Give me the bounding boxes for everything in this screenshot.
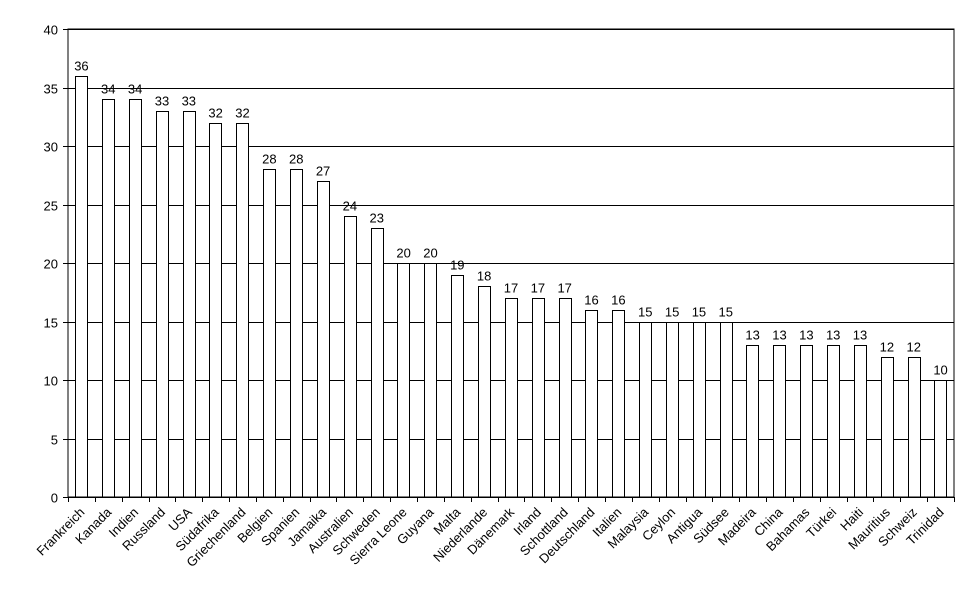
bar-madeira	[746, 345, 759, 498]
data-label: 12	[880, 340, 894, 355]
data-label: 24	[343, 199, 357, 214]
data-label: 13	[853, 328, 867, 343]
data-label: 13	[826, 328, 840, 343]
bar-deutschland	[585, 310, 598, 498]
y-tick-label: 40	[44, 23, 58, 38]
bar-bahamas	[800, 345, 813, 498]
data-label: 18	[477, 269, 491, 284]
bar-indien	[129, 99, 142, 498]
data-label: 34	[101, 82, 115, 97]
data-label: 17	[504, 281, 518, 296]
bar-belgien	[263, 169, 276, 498]
data-label: 13	[772, 328, 786, 343]
bar-malaysia	[639, 322, 652, 498]
y-tick-label: 35	[44, 82, 58, 97]
bar-schweden	[371, 228, 384, 498]
bar-guyana	[424, 263, 437, 498]
bar-dänemark	[505, 298, 518, 498]
data-label: 27	[316, 164, 330, 179]
data-label: 17	[557, 281, 571, 296]
data-label: 12	[906, 340, 920, 355]
bar-ceylon	[666, 322, 679, 498]
bars	[75, 76, 947, 498]
x-tick-label: Türkei	[803, 504, 839, 540]
y-tick-label: 10	[44, 374, 58, 389]
data-label: 32	[208, 106, 222, 121]
data-label: 34	[128, 82, 142, 97]
data-labels: 36 34 34 33 33 32 32 28 28 27 24 23 20 20 19 18 17 17 17 16…	[74, 59, 948, 378]
bar-südafrika	[209, 123, 222, 498]
bar-jamaika	[317, 181, 330, 498]
bar-mauritius	[881, 357, 894, 498]
data-label: 36	[74, 59, 88, 74]
bar-china	[773, 345, 786, 498]
data-label: 15	[665, 305, 679, 320]
data-label: 13	[745, 328, 759, 343]
data-label: 23	[370, 211, 384, 226]
bar-kanada	[102, 99, 115, 498]
data-label: 17	[531, 281, 545, 296]
data-label: 33	[155, 94, 169, 109]
y-axis: 0 5 10 15 20 25 30 35 40	[44, 23, 68, 506]
data-label: 28	[262, 152, 276, 167]
data-label: 28	[289, 152, 303, 167]
data-label: 13	[799, 328, 813, 343]
bar-malta	[451, 275, 464, 498]
bar-usa	[183, 111, 196, 498]
data-label: 15	[719, 305, 733, 320]
data-label: 33	[182, 94, 196, 109]
bar-griechenland	[236, 123, 249, 498]
bar-frankreich	[75, 76, 88, 498]
bar-schottland	[559, 298, 572, 498]
bar-australien	[344, 216, 357, 498]
bar-haiti	[854, 345, 867, 498]
data-label: 16	[584, 293, 598, 308]
data-label: 15	[638, 305, 652, 320]
y-tick-label: 0	[51, 491, 58, 506]
y-tick-label: 5	[51, 433, 58, 448]
bar-antigua	[693, 322, 706, 498]
bar-südsee	[720, 322, 733, 498]
data-label: 19	[450, 258, 464, 273]
bar-schweiz	[908, 357, 921, 498]
data-label: 32	[235, 106, 249, 121]
data-label: 20	[396, 246, 410, 261]
data-label: 10	[933, 363, 947, 378]
y-tick-label: 15	[44, 316, 58, 331]
data-label: 16	[611, 293, 625, 308]
bar-spanien	[290, 169, 303, 498]
bar-italien	[612, 310, 625, 498]
y-tick-label: 25	[44, 199, 58, 214]
bar-irland	[532, 298, 545, 498]
bar-türkei	[827, 345, 840, 498]
bar-niederlande	[478, 286, 491, 498]
data-label: 20	[423, 246, 437, 261]
y-tick-label: 30	[44, 140, 58, 155]
data-label: 15	[692, 305, 706, 320]
bar-russland	[156, 111, 169, 498]
y-tick-label: 20	[44, 257, 58, 272]
bar-sierra-leone	[397, 263, 410, 498]
bar-trinidad	[934, 380, 947, 498]
x-axis: FrankreichKanadaIndienRusslandUSASüdafri…	[34, 497, 955, 570]
